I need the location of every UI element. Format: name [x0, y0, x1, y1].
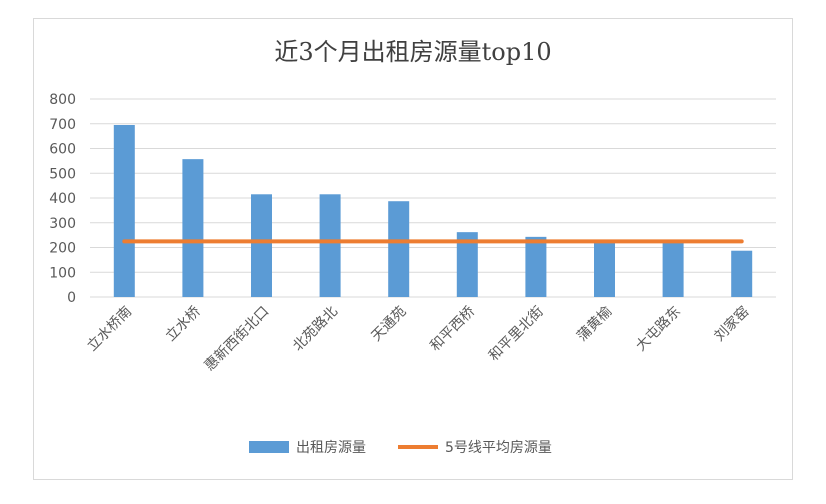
chart-title: 近3个月出租房源量top10: [274, 38, 551, 66]
bar: [731, 250, 753, 297]
y-tick-label: 200: [49, 241, 76, 257]
bar: [113, 124, 135, 297]
y-tick-label: 800: [49, 92, 76, 108]
y-tick-label: 400: [49, 191, 76, 207]
x-category-label: 立水桥南: [84, 304, 135, 355]
legend: 出租房源量 5号线平均房源量: [249, 440, 552, 456]
legend-label-bar: 出租房源量: [296, 440, 366, 456]
bar: [594, 240, 615, 297]
y-tick-label: 500: [49, 166, 76, 182]
x-category-label: 大屯路东: [633, 304, 684, 355]
bar: [182, 159, 204, 297]
bar: [525, 236, 547, 297]
bar: [319, 194, 341, 297]
bar: [388, 201, 410, 297]
x-category-label: 惠新西街北口: [202, 304, 273, 375]
x-category-label: 和平西桥: [427, 304, 478, 355]
gridlines: [90, 98, 776, 298]
y-tick-label: 100: [49, 265, 76, 281]
bar: [251, 194, 272, 297]
y-tick-label: 300: [49, 216, 76, 232]
legend-label-line: 5号线平均房源量: [445, 440, 552, 456]
x-category-label: 和平里北街: [486, 304, 547, 365]
x-category-label: 蒲黄榆: [574, 303, 616, 345]
y-tick-label: 0: [67, 290, 76, 306]
bar: [456, 232, 478, 297]
x-category-label: 天通苑: [369, 304, 410, 345]
x-category-label: 刘家窑: [711, 303, 753, 345]
y-tick-label: 700: [49, 117, 76, 133]
bar: [662, 240, 684, 297]
bars: [113, 124, 753, 297]
y-tick-label: 600: [49, 142, 76, 158]
x-category-label: 立水桥: [163, 304, 204, 345]
y-axis-ticks: 0 100 200 300 400 500 600 700 800: [49, 92, 76, 306]
legend-swatch-bar: [249, 441, 289, 453]
x-category-label: 北苑路北: [290, 304, 341, 355]
